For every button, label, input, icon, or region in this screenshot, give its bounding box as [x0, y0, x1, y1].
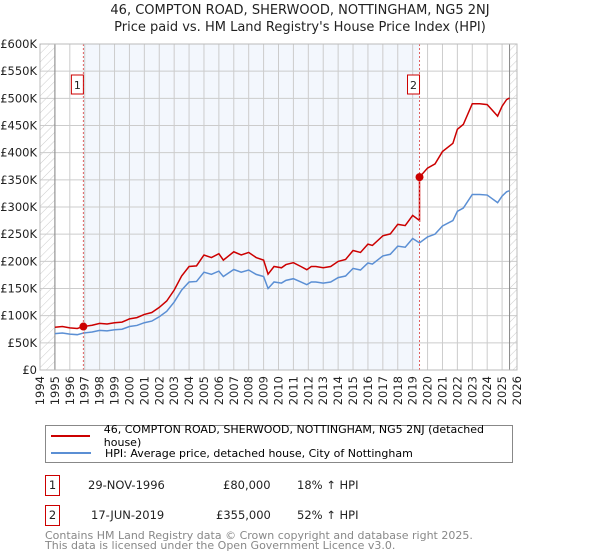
x-tick-label: 2006: [212, 376, 226, 405]
sale-price: £355,000: [216, 508, 271, 522]
y-tick-label: £300K: [0, 200, 37, 214]
x-tick-label: 2023: [465, 376, 479, 405]
x-tick-label: 2005: [197, 376, 211, 405]
legend-label-hpi: HPI: Average price, detached house, City…: [105, 446, 413, 460]
chart-title: 46, COMPTON ROAD, SHERWOOD, NOTTINGHAM, …: [110, 3, 490, 18]
x-tick-label: 2026: [510, 376, 524, 405]
y-tick-label: £400K: [0, 146, 37, 160]
sale-delta: 18% ↑ HPI: [297, 478, 359, 492]
legend: 46, COMPTON ROAD, SHERWOOD, NOTTINGHAM, …: [45, 423, 513, 463]
footer: Contains HM Land Registry data © Crown c…: [45, 529, 473, 552]
y-tick-label: £0: [22, 363, 37, 377]
x-tick-label: 2003: [167, 376, 181, 405]
y-tick-label: £500K: [0, 91, 37, 105]
sale-badge: 2: [45, 505, 60, 526]
footer-line: This data is licensed under the Open Gov…: [45, 539, 396, 552]
sale-date: 29-NOV-1996: [88, 478, 165, 492]
plot-border: [39, 43, 518, 371]
y-tick-label: £50K: [8, 336, 38, 350]
x-tick-label: 2014: [331, 376, 345, 405]
hpi-line: [54, 189, 510, 336]
x-tick-label: 1998: [93, 376, 107, 405]
property-price-line: [54, 97, 510, 330]
sale-badge: 1: [45, 475, 60, 496]
price-chart: £0 £50K £100K £150K £200K £250K £300K £350K £400…: [0, 37, 524, 405]
x-tick-label: 1997: [78, 376, 92, 405]
sale-label-box: [407, 74, 421, 95]
y-tick-label: £100K: [0, 309, 37, 323]
y-tick-label: £550K: [0, 64, 37, 78]
x-tick-label: 2004: [182, 376, 196, 405]
x-tick-label: 2021: [435, 376, 449, 405]
x-tick-label: 2012: [301, 376, 315, 405]
x-tick-label: 2022: [450, 376, 464, 405]
x-tick-label: 2009: [257, 376, 271, 405]
x-tick-label: 1994: [33, 376, 47, 405]
sale-point: [79, 322, 88, 331]
x-tick-label: 2015: [346, 376, 360, 405]
x-tick-label: 1996: [63, 376, 77, 405]
y-tick-label: £250K: [0, 227, 37, 241]
y-tick-label: £450K: [0, 119, 37, 133]
legend-label-property: 46, COMPTON ROAD, SHERWOOD, NOTTINGHAM, …: [103, 423, 484, 449]
footer-line: Contains HM Land Registry data © Crown c…: [45, 529, 473, 542]
x-tick-label: 2010: [272, 376, 286, 405]
sale-label: 2: [410, 79, 417, 92]
x-tick-label: 2000: [122, 376, 136, 405]
sale-label-box: [70, 74, 84, 95]
x-tick-label: 2011: [286, 376, 300, 405]
x-tick-label: 2008: [242, 376, 256, 405]
x-tick-label: 2016: [361, 376, 375, 405]
x-tick-label: 2007: [227, 376, 241, 405]
y-tick-label: £200K: [0, 254, 37, 268]
x-tick-label: 2017: [376, 376, 390, 405]
chart-subtitle: Price paid vs. HM Land Registry's House …: [114, 20, 486, 35]
x-tick-label: 2025: [495, 376, 509, 405]
x-tick-label: 2013: [316, 376, 330, 405]
sale-date: 17-JUN-2019: [91, 508, 165, 522]
y-tick-label: £150K: [0, 282, 37, 296]
sale-label: 1: [74, 79, 81, 92]
legend-swatch-hpi: [51, 452, 91, 454]
y-tick-label: £350K: [0, 173, 37, 187]
x-tick-label: 2018: [391, 376, 405, 405]
sale-point: [415, 173, 424, 182]
sale-price: £80,000: [223, 478, 271, 492]
x-tick-label: 1995: [48, 376, 62, 405]
x-tick-label: 2020: [421, 376, 435, 405]
x-tick-label: 2019: [406, 376, 420, 405]
y-tick-label: £600K: [0, 37, 37, 51]
x-tick-label: 2001: [137, 376, 151, 405]
x-tick-label: 2024: [480, 376, 494, 405]
sale-delta: 52% ↑ HPI: [297, 508, 359, 522]
x-tick-label: 2002: [152, 376, 166, 405]
x-tick-label: 1999: [108, 376, 122, 405]
legend-swatch-property: [51, 435, 90, 437]
